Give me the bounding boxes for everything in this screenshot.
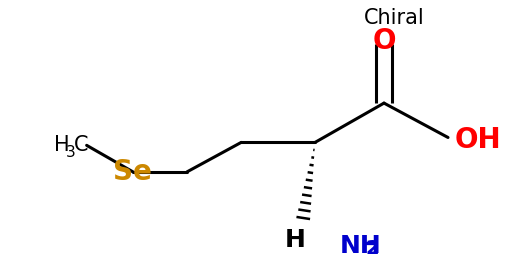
Text: C: C bbox=[74, 135, 89, 155]
Text: H: H bbox=[54, 135, 70, 155]
Text: Se: Se bbox=[114, 158, 153, 186]
Text: OH: OH bbox=[455, 127, 502, 154]
Text: O: O bbox=[372, 28, 396, 55]
Text: Chiral: Chiral bbox=[364, 8, 424, 28]
Text: NH: NH bbox=[339, 234, 381, 258]
Text: H: H bbox=[285, 228, 306, 252]
Text: 2: 2 bbox=[365, 239, 379, 258]
Text: 3: 3 bbox=[66, 145, 76, 160]
